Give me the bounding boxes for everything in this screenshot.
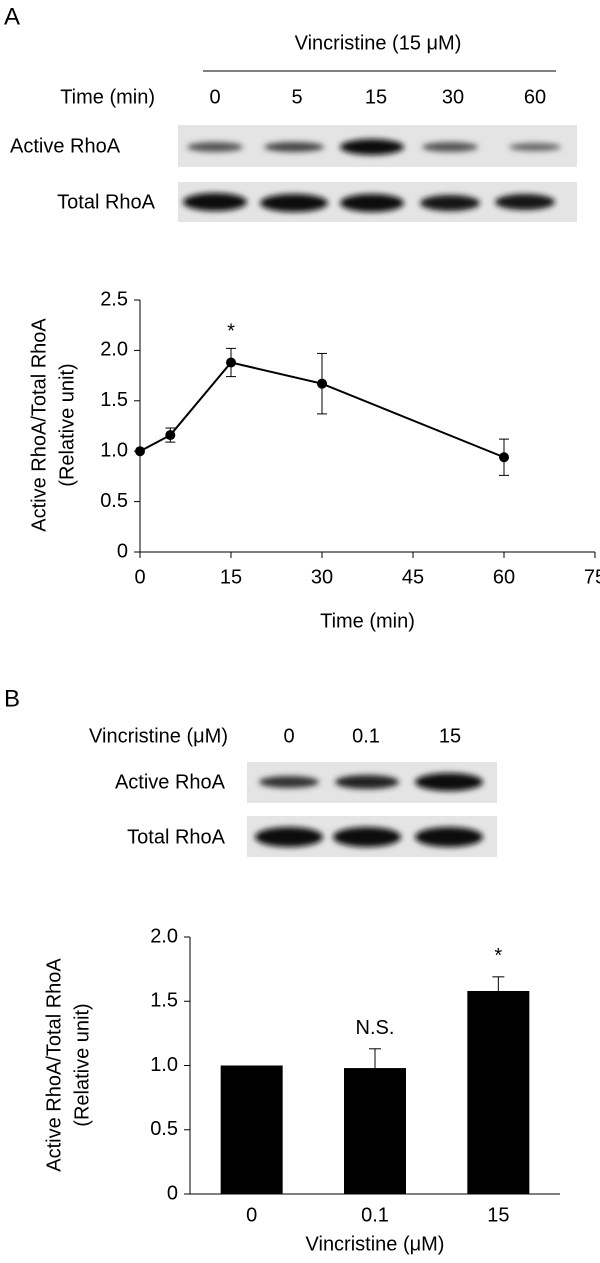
data-point: [499, 452, 509, 463]
y-tick-label: 1.0: [150, 1054, 178, 1076]
lane-label: 15: [439, 725, 461, 747]
panel-letter: A: [4, 3, 20, 30]
y-tick-label: 2.0: [100, 339, 128, 361]
y-axis-label: (Relative unit): [71, 1003, 93, 1126]
band: [255, 827, 323, 847]
x-tick-label: 0: [246, 1204, 257, 1226]
band: [187, 142, 243, 152]
band: [422, 142, 478, 152]
row-label: Total RhoA: [127, 826, 225, 848]
band: [259, 776, 319, 788]
panel-letter: B: [4, 685, 20, 712]
band: [340, 139, 404, 155]
row-label: Active RhoA: [115, 771, 226, 793]
band: [415, 827, 483, 847]
bar: [467, 990, 530, 1194]
y-tick-label: 0: [117, 540, 128, 562]
x-axis-label: Vincristine (μM): [306, 1233, 445, 1255]
data-point: [226, 357, 236, 368]
band: [183, 193, 247, 211]
band: [340, 194, 404, 212]
x-tick-label: 30: [311, 566, 333, 588]
y-tick-label: 1.5: [100, 389, 128, 411]
lane-label: 0: [283, 725, 294, 747]
band: [335, 775, 399, 789]
y-tick-label: 0: [167, 1182, 178, 1204]
lane-label: 0.1: [352, 725, 380, 747]
bands: [183, 139, 561, 212]
y-tick-label: 0.5: [100, 490, 128, 512]
annotation: N.S.: [356, 1017, 395, 1039]
y-tick-label: 1.0: [100, 439, 128, 461]
x-tick-label: 0.1: [361, 1204, 389, 1226]
band: [333, 827, 401, 847]
x-tick-label: 60: [493, 566, 515, 588]
bands: [255, 773, 483, 847]
row-label: Active RhoA: [10, 135, 121, 157]
y-tick-label: 2.0: [150, 925, 178, 947]
lane-label: 15: [365, 86, 387, 108]
x-tick-label: 15: [487, 1204, 509, 1226]
band: [495, 194, 555, 210]
y-tick-label: 2.5: [100, 288, 128, 310]
x-tick-label: 75: [584, 566, 600, 588]
lane-label: 5: [291, 86, 302, 108]
y-tick-label: 1.5: [150, 990, 178, 1012]
lane-header: Vincristine (μM): [89, 725, 228, 747]
bar: [220, 1065, 283, 1194]
treatment-label: Vincristine (15 μM): [295, 32, 462, 54]
x-tick-label: 15: [220, 566, 242, 588]
data-point: [317, 378, 327, 389]
x-tick-label: 0: [134, 566, 145, 588]
band: [509, 143, 561, 151]
y-axis-label: (Relative unit): [56, 363, 78, 486]
x-axis-label: Time (min): [320, 610, 415, 632]
row-label: Total RhoA: [57, 191, 155, 213]
y-axis-label: Active RhoA/Total RhoA: [43, 958, 65, 1172]
y-tick-label: 0.5: [150, 1118, 178, 1140]
lane-label: 30: [442, 86, 464, 108]
y-axis-label: Active RhoA/Total RhoA: [28, 318, 50, 532]
data-point: [165, 430, 176, 441]
bar: [344, 1068, 406, 1194]
lane-label: 60: [524, 86, 546, 108]
band: [420, 195, 480, 211]
lane-label: 0: [209, 86, 220, 108]
annotation: *: [494, 945, 502, 967]
lane-header: Time (min): [60, 86, 155, 108]
band: [415, 773, 483, 791]
annotation: *: [227, 321, 235, 343]
band: [260, 194, 328, 212]
band: [264, 142, 324, 152]
x-tick-label: 45: [402, 566, 424, 588]
